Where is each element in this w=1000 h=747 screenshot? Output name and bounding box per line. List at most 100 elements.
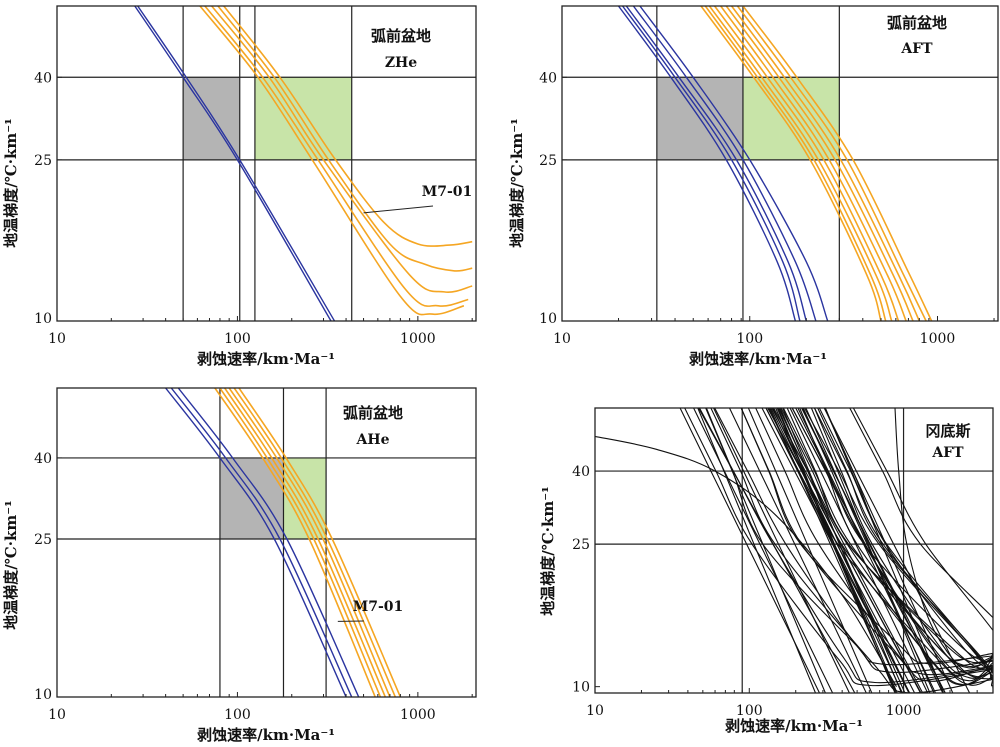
orange-curve xyxy=(217,6,473,272)
black-curve xyxy=(679,408,820,693)
blue-curve xyxy=(625,6,807,321)
series-group xyxy=(165,388,402,697)
blue-curve xyxy=(632,6,817,321)
orange-curve xyxy=(238,388,402,697)
y-tick-label: 10 xyxy=(539,311,557,327)
orange-curve xyxy=(224,388,387,697)
plot-frame xyxy=(56,387,477,698)
plot-frame xyxy=(561,5,999,322)
black-curve xyxy=(747,408,873,693)
annotation-leader xyxy=(363,205,434,214)
blue-curve xyxy=(617,6,797,321)
y-tick-label: 10 xyxy=(34,687,52,703)
panel-label-region: 冈底斯 xyxy=(925,422,970,440)
chart-panel-4: 10 100 1000 10 25 40 剥蚀速率/km·Ma⁻¹ 地温梯度/℃·km⁻¹ 冈底… xyxy=(539,407,994,735)
blue-curve xyxy=(621,6,801,321)
x-tick-label: 100 xyxy=(224,331,251,347)
y-axis-label: 地温梯度/℃·km⁻¹ xyxy=(2,118,20,247)
black-curve xyxy=(801,408,944,693)
x-tick-label: 1000 xyxy=(920,331,956,347)
series-group xyxy=(595,408,993,693)
x-tick-label: 10 xyxy=(553,331,571,347)
orange-curve xyxy=(720,6,907,321)
y-axis-label: 地温梯度/℃·km⁻¹ xyxy=(539,486,557,615)
x-tick-label: 1000 xyxy=(886,703,922,719)
black-curve xyxy=(768,408,903,693)
black-curve xyxy=(770,408,910,693)
chart-panel-2: 10 100 1000 10 25 40 剥蚀速率/km·Ma⁻¹ 地温梯度/℃·km⁻¹ 弧前… xyxy=(508,5,999,368)
black-curve xyxy=(729,408,867,693)
black-curve xyxy=(817,408,993,690)
orange-curve xyxy=(223,6,473,247)
plot-background xyxy=(57,6,476,321)
orange-curve xyxy=(219,388,382,697)
blue-curve xyxy=(639,6,829,321)
x-tick-label: 1000 xyxy=(400,707,436,723)
black-curve xyxy=(797,408,936,693)
panel-label-region: 弧前盆地 xyxy=(371,27,431,45)
y-tick-label: 25 xyxy=(539,153,557,169)
plot-background xyxy=(57,388,476,697)
orange-curve xyxy=(736,6,927,321)
x-tick-label: 100 xyxy=(736,331,763,347)
y-tick-label: 10 xyxy=(34,311,52,327)
y-tick-label: 25 xyxy=(34,153,52,169)
panel-label-region: 弧前盆地 xyxy=(343,404,403,422)
blue-curve xyxy=(137,6,336,321)
blue-curve xyxy=(177,388,360,697)
black-curve xyxy=(810,408,931,693)
orange-curve xyxy=(199,6,465,316)
black-curve xyxy=(595,435,897,687)
black-curve xyxy=(823,408,971,693)
y-tick-label: 25 xyxy=(572,537,590,553)
orange-curve xyxy=(228,388,391,697)
blue-curve xyxy=(134,6,332,321)
orange-curve xyxy=(713,6,900,321)
orange-curve xyxy=(742,6,933,321)
black-curve xyxy=(813,408,993,678)
y-tick-label: 40 xyxy=(34,451,52,467)
y-tick-label: 10 xyxy=(572,680,590,696)
panel-label-method: AFT xyxy=(900,41,933,57)
black-curve xyxy=(818,408,993,677)
x-axis-label: 剥蚀速率/km·Ma⁻¹ xyxy=(689,350,827,368)
panel-label-method: ZHe xyxy=(385,55,417,71)
y-tick-label: 40 xyxy=(539,70,557,86)
y-tick-label: 25 xyxy=(34,532,52,548)
panel-label-region: 弧前盆地 xyxy=(887,14,947,32)
y-tick-label: 40 xyxy=(572,464,590,480)
orange-curve xyxy=(233,388,397,697)
orange-curve xyxy=(725,6,914,321)
x-axis-label: 剥蚀速率/km·Ma⁻¹ xyxy=(197,726,335,744)
x-tick-label: 100 xyxy=(736,703,763,719)
annotation-label: M7-01 xyxy=(422,184,473,200)
orange-curve xyxy=(204,6,469,307)
series-group xyxy=(617,6,933,321)
orange-curve xyxy=(214,388,376,697)
green-range-box xyxy=(254,77,352,160)
black-curve xyxy=(714,408,993,674)
plot-frame xyxy=(56,5,477,322)
chart-panel-3: 10 100 1000 10 25 40 剥蚀速率/km·Ma⁻¹ 地温梯度/℃·km⁻¹ 弧前… xyxy=(2,387,477,744)
x-tick-label: 100 xyxy=(224,707,251,723)
black-curve xyxy=(713,408,850,693)
panel-label-method: AFT xyxy=(931,445,964,461)
plot-frame xyxy=(594,407,994,694)
black-curve xyxy=(755,408,993,682)
panel-label-method: AHe xyxy=(356,432,390,448)
black-curve xyxy=(765,408,916,693)
series-group xyxy=(134,6,473,321)
x-tick-label: 1000 xyxy=(400,331,436,347)
x-axis-label: 剥蚀速率/km·Ma⁻¹ xyxy=(725,717,863,735)
orange-curve xyxy=(708,6,893,321)
orange-curve xyxy=(704,6,887,321)
orange-curve xyxy=(700,6,882,321)
chart-panel-1: 10 100 1000 10 25 40 剥蚀速率/km·Ma⁻¹ 地温梯度/℃·km⁻¹ 弧前… xyxy=(2,5,477,368)
green-range-box xyxy=(283,457,327,539)
black-curve xyxy=(740,408,993,665)
orange-curve xyxy=(211,6,473,294)
blue-curve xyxy=(170,388,353,697)
black-curve xyxy=(779,408,906,693)
blue-curve xyxy=(165,388,347,697)
